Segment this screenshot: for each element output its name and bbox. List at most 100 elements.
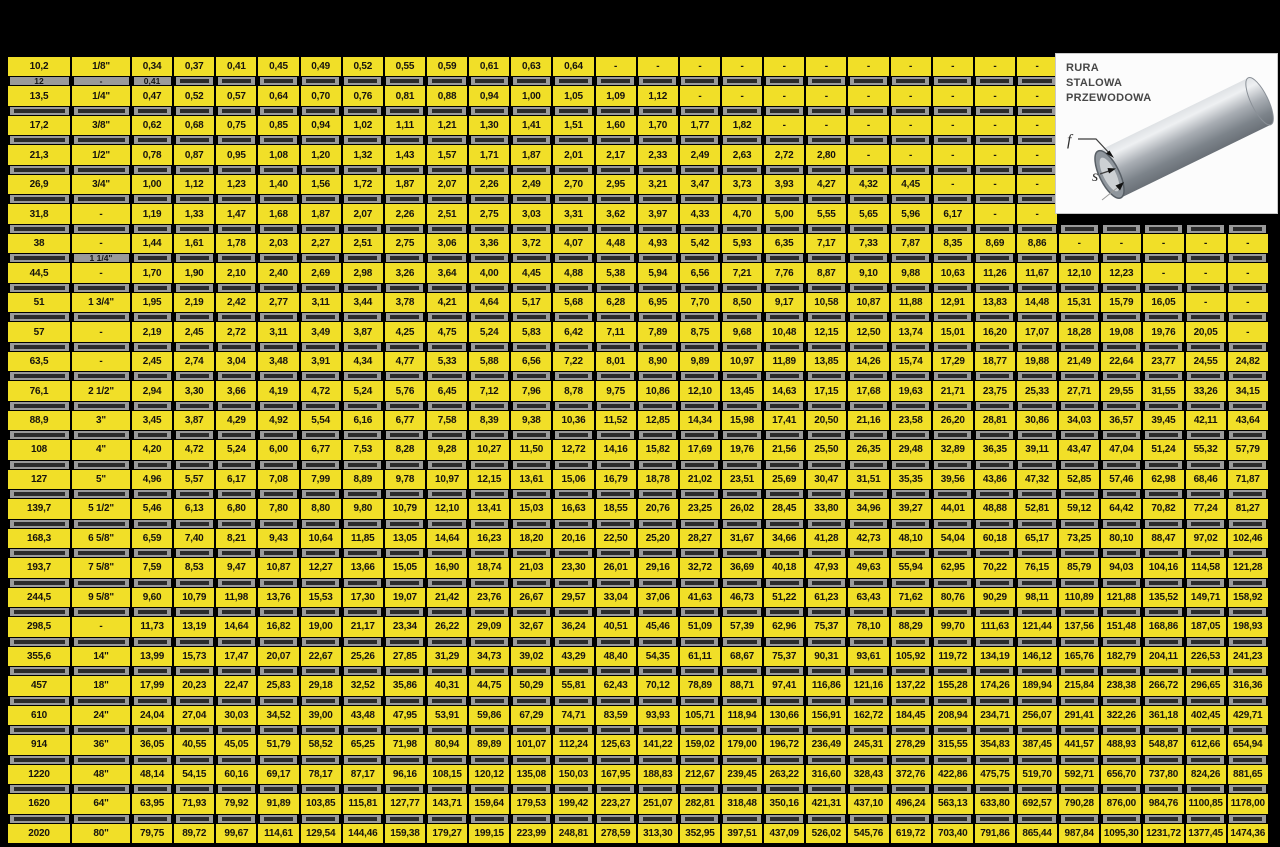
cell-value: 7,96 — [511, 381, 554, 401]
cell-value — [1016, 784, 1060, 795]
obscured-chip — [428, 431, 466, 440]
obscured-chip — [849, 342, 888, 351]
obscured-chip — [892, 696, 930, 705]
cell-value — [806, 666, 849, 677]
cell-value — [1101, 282, 1144, 293]
cell-value — [679, 312, 722, 323]
cell-value — [932, 784, 975, 795]
cell-value: 4,72 — [301, 381, 343, 401]
obscured-chip — [259, 401, 298, 410]
cell-value: 313,30 — [638, 823, 680, 843]
obscured-chip — [1018, 77, 1056, 86]
obscured-chip — [597, 106, 635, 115]
cell-value: 488,93 — [1101, 735, 1144, 755]
cell-value — [342, 430, 385, 441]
obscured-chip — [386, 608, 424, 617]
obscured-chip — [892, 785, 930, 794]
obscured-chip — [9, 814, 69, 823]
obscured-chip — [597, 283, 635, 292]
cell-value — [469, 725, 512, 736]
obscured-chip — [1060, 490, 1098, 499]
cell-value — [637, 400, 680, 411]
cell-value: 42,11 — [1186, 410, 1228, 431]
cell-value: 1,00 — [132, 174, 175, 195]
cell-value: 12,27 — [301, 558, 343, 578]
cell-value: 8,90 — [638, 351, 680, 372]
obscured-chip — [133, 814, 171, 823]
obscured-chip — [934, 549, 972, 558]
cell-value — [890, 518, 933, 529]
cell-value — [174, 135, 217, 146]
obscured-chip — [217, 342, 255, 351]
cell-value: - — [891, 115, 933, 136]
cell-value — [806, 223, 849, 234]
cell-value: 7,22 — [553, 351, 596, 372]
cell-value — [764, 784, 807, 795]
cell-value — [342, 695, 385, 706]
cell-value: 0,64 — [553, 57, 596, 77]
cell-value — [595, 282, 638, 293]
cell-value — [764, 754, 807, 765]
obscured-chip — [1187, 814, 1225, 823]
cell-value — [553, 76, 596, 87]
cell-value: - — [975, 86, 1017, 106]
cell-mm: 51 — [8, 292, 72, 313]
cell-value — [1059, 695, 1102, 706]
cell-value — [1143, 784, 1186, 795]
cell-value: 612,66 — [1186, 735, 1228, 755]
cell-value — [974, 725, 1017, 736]
cell-mm — [8, 548, 72, 559]
cell-value: 37,06 — [638, 587, 680, 608]
obscured-chip — [9, 490, 69, 499]
obscured-chip — [723, 549, 761, 558]
cell-value — [679, 135, 722, 146]
cell-value — [848, 754, 891, 765]
cell-value: - — [806, 57, 849, 77]
cell-value — [848, 223, 891, 234]
obscured-chip — [9, 372, 69, 381]
cell-value — [426, 548, 470, 559]
cell-value: 4,34 — [343, 351, 385, 372]
cell-value — [764, 135, 807, 146]
cell-value: 18,77 — [975, 351, 1017, 372]
obscured-chip — [849, 254, 888, 263]
obscured-chip — [344, 106, 382, 115]
obscured-chip — [133, 549, 171, 558]
cell-value: 4,88 — [553, 263, 596, 283]
obscured-chip — [259, 313, 298, 322]
cell-value — [1185, 312, 1228, 323]
cell-value — [174, 489, 217, 500]
cell-value: 129,54 — [301, 823, 343, 843]
obscured-chip — [554, 667, 593, 676]
cell-inch: 3/4" — [72, 174, 132, 195]
cell-value: 3,11 — [301, 292, 343, 313]
cell-value — [679, 607, 722, 618]
obscured-chip — [597, 578, 635, 587]
obscured-chip — [765, 726, 803, 735]
cell-value: 39,45 — [1143, 410, 1186, 431]
cell-value: - — [1228, 292, 1270, 313]
cell-value: - — [1228, 322, 1270, 342]
obscured-chip — [470, 667, 508, 676]
cell-value: 4,48 — [596, 233, 638, 254]
cell-value — [174, 400, 217, 411]
cell-value: 34,03 — [1059, 410, 1102, 431]
cell-mm — [8, 577, 72, 588]
cell-value: 150,03 — [553, 764, 596, 785]
obscured-chip — [9, 106, 69, 115]
obscured-chip — [597, 342, 635, 351]
obscured-chip — [639, 431, 677, 440]
cell-value: 105,71 — [680, 705, 722, 726]
cell-value — [1227, 459, 1270, 470]
obscured-chip — [639, 136, 677, 145]
cell-value: 2,49 — [680, 145, 722, 165]
cell-value — [258, 105, 301, 116]
obscured-chip — [849, 165, 888, 174]
obscured-chip — [512, 165, 550, 174]
cell-value — [553, 430, 596, 441]
cell-value: 2,17 — [596, 145, 638, 165]
table-row: 298,5-11,73 13,19 14,64 16,82 19,00 21,17 23,3… — [8, 617, 1270, 637]
cell-value: 25,50 — [806, 440, 849, 460]
cell-value: 4,07 — [553, 233, 596, 254]
cell-value — [1059, 459, 1102, 470]
